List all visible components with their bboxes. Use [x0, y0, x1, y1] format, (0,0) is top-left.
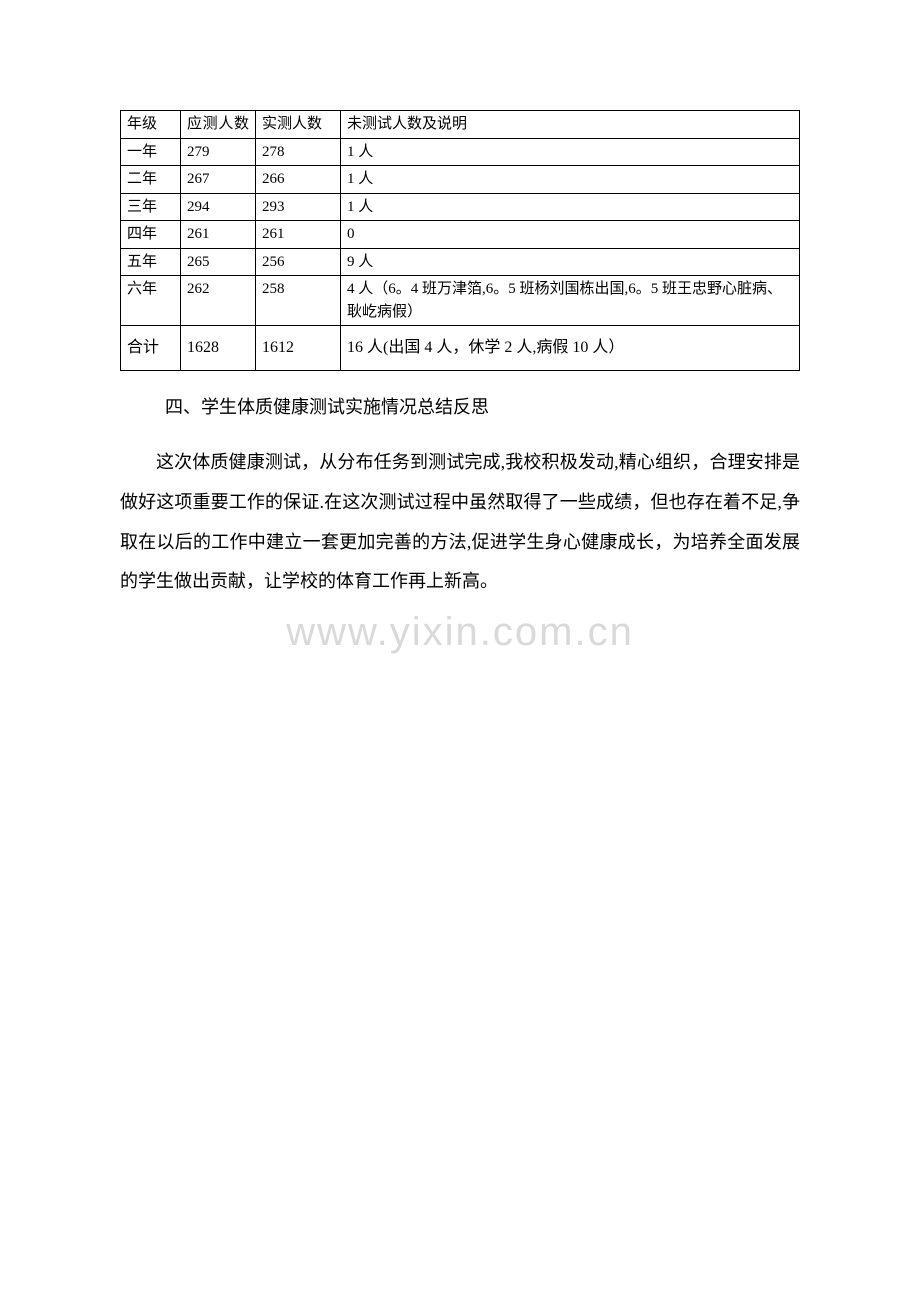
- cell-note: 9 人: [341, 248, 800, 276]
- body-paragraph: 这次体质健康测试，从分布任务到测试完成,我校积极发动,精心组织，合理安排是做好这…: [120, 443, 800, 601]
- table-row: 四年 261 261 0: [121, 221, 800, 249]
- cell-actual: 278: [256, 138, 341, 166]
- cell-grade: 五年: [121, 248, 181, 276]
- cell-note: 1 人: [341, 138, 800, 166]
- watermark-text: www.yixin.com.cn: [286, 610, 634, 655]
- header-note: 未测试人数及说明: [341, 111, 800, 139]
- cell-note: 4 人（6。4 班万津箔,6。5 班杨刘国栋出国,6。5 班王忠野心脏病、耿屹病…: [341, 276, 800, 326]
- header-actual: 实测人数: [256, 111, 341, 139]
- cell-actual: 258: [256, 276, 341, 326]
- cell-actual: 261: [256, 221, 341, 249]
- total-label: 合计: [121, 326, 181, 371]
- header-grade: 年级: [121, 111, 181, 139]
- table-row: 一年 279 278 1 人: [121, 138, 800, 166]
- table-total-row: 合计 1628 1612 16 人(出国 4 人，休学 2 人,病假 10 人）: [121, 326, 800, 371]
- cell-expected: 294: [181, 193, 256, 221]
- cell-actual: 266: [256, 166, 341, 194]
- cell-grade: 六年: [121, 276, 181, 326]
- table-row: 五年 265 256 9 人: [121, 248, 800, 276]
- statistics-table: 年级 应测人数 实测人数 未测试人数及说明 一年 279 278 1 人 二年 …: [120, 110, 800, 371]
- cell-grade: 四年: [121, 221, 181, 249]
- section-title: 四、学生体质健康测试实施情况总结反思: [120, 391, 800, 423]
- cell-expected: 267: [181, 166, 256, 194]
- table-row: 六年 262 258 4 人（6。4 班万津箔,6。5 班杨刘国栋出国,6。5 …: [121, 276, 800, 326]
- total-actual: 1612: [256, 326, 341, 371]
- cell-expected: 265: [181, 248, 256, 276]
- total-expected: 1628: [181, 326, 256, 371]
- cell-grade: 一年: [121, 138, 181, 166]
- cell-note: 0: [341, 221, 800, 249]
- cell-actual: 256: [256, 248, 341, 276]
- cell-actual: 293: [256, 193, 341, 221]
- cell-expected: 261: [181, 221, 256, 249]
- header-expected: 应测人数: [181, 111, 256, 139]
- total-note: 16 人(出国 4 人，休学 2 人,病假 10 人）: [341, 326, 800, 371]
- cell-note: 1 人: [341, 166, 800, 194]
- table-row: 二年 267 266 1 人: [121, 166, 800, 194]
- cell-grade: 三年: [121, 193, 181, 221]
- table-row: 三年 294 293 1 人: [121, 193, 800, 221]
- cell-note: 1 人: [341, 193, 800, 221]
- cell-expected: 279: [181, 138, 256, 166]
- cell-grade: 二年: [121, 166, 181, 194]
- cell-expected: 262: [181, 276, 256, 326]
- table-header-row: 年级 应测人数 实测人数 未测试人数及说明: [121, 111, 800, 139]
